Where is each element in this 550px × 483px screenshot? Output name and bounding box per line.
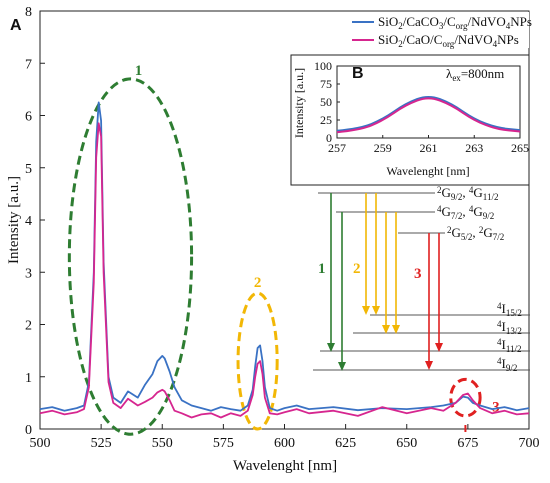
inset-x-tick-label: 265	[511, 141, 529, 155]
level-label-4i15: 4I15/2	[497, 301, 522, 318]
inset-x-axis-label: Wavelenght [nm]	[386, 164, 469, 178]
x-tick-label: 500	[30, 436, 51, 451]
level-label-2g5-2g7: 2G5/2, 2G7/2	[447, 225, 504, 242]
legend: SiO2/CaCO3/Corg/NdVO4NPs SiO2/CaO/Corg/N…	[347, 12, 532, 49]
energy-level-diagram: 2G9/2, 4G11/2 4G7/2, 4G9/2 2G5/2, 2G7/2 …	[313, 185, 530, 373]
inset-y-tick-label: 50	[320, 95, 332, 109]
level-label-4i9: 4I9/2	[497, 356, 517, 373]
region-ellipse-2	[236, 291, 279, 431]
y-axis-label: Intensity [a.u.]	[6, 176, 22, 264]
y-tick-label: 0	[25, 423, 32, 438]
y-tick-label: 2	[25, 319, 32, 334]
x-tick-label: 700	[519, 436, 540, 451]
inset-y-tick-label: 25	[320, 113, 332, 127]
y-tick-label: 3	[25, 266, 32, 281]
level-label-4i11: 4I11/2	[497, 337, 522, 354]
level-label-4i13: 4I13/2	[497, 319, 522, 336]
inset-x-tick-label: 259	[374, 141, 392, 155]
arrowhead-1a	[327, 343, 335, 352]
x-tick-label: 650	[396, 436, 417, 451]
arrowhead-2d	[392, 325, 400, 334]
inset-axis-ticks: 257 259 261 263 265 0 25 50 75 100	[314, 59, 529, 155]
arrowhead-2a	[362, 306, 370, 315]
inset-x-tick-label: 261	[420, 141, 438, 155]
inset-series-line-1	[336, 95, 521, 132]
arrowhead-3a	[425, 361, 433, 370]
inset-y-tick-label: 0	[326, 131, 332, 145]
y-tick-label: 8	[25, 5, 32, 20]
y-tick-label: 6	[25, 110, 32, 125]
legend-label-series-1: SiO2/CaCO3/Corg/NdVO4NPs	[378, 14, 532, 31]
level-label-2g9-4g11: 2G9/2, 4G11/2	[437, 185, 498, 202]
region-label-2: 2	[254, 275, 262, 291]
inset-y-axis-label: Intensity [a.u.]	[292, 68, 306, 138]
series-line-2	[39, 122, 530, 419]
x-tick-label: 625	[335, 436, 356, 451]
legend-label-series-2: SiO2/CaO/Corg/NdVO4NPs	[378, 32, 519, 49]
y-tick-label: 1	[25, 371, 32, 386]
y-tick-label: 4	[25, 214, 32, 229]
inset-x-tick-label: 257	[328, 141, 346, 155]
transition-group-label-2: 2	[353, 261, 361, 277]
x-tick-label: 575	[213, 436, 234, 451]
y-tick-label: 7	[25, 57, 32, 72]
x-tick-label: 550	[152, 436, 173, 451]
main-series-lines	[39, 101, 530, 419]
level-label-4g7-4g9: 4G7/2, 4G9/2	[437, 204, 494, 221]
x-tick-label: 525	[91, 436, 112, 451]
region-ellipse-1	[67, 77, 194, 436]
region-label-1: 1	[135, 63, 143, 79]
arrowhead-1b	[338, 362, 346, 371]
x-tick-label: 675	[457, 436, 478, 451]
arrowhead-2c	[382, 325, 390, 334]
legend-box	[347, 12, 529, 48]
x-tick-label: 600	[274, 436, 295, 451]
y-tick-label: 5	[25, 162, 32, 177]
inset-y-tick-label: 100	[314, 59, 332, 73]
inset-x-tick-label: 263	[465, 141, 483, 155]
inset-panel-letter: B	[352, 65, 364, 82]
inset-excitation-annotation: λex=800nm	[446, 66, 504, 83]
transition-group-label-3: 3	[414, 266, 422, 282]
panel-letter-a: A	[10, 17, 22, 34]
inset-series-line-2	[336, 97, 521, 134]
arrowhead-2b	[372, 306, 380, 315]
region-ellipse-3	[449, 377, 482, 418]
transition-group-label-1: 1	[318, 261, 326, 277]
x-axis-label: Wavelenght [nm]	[233, 458, 337, 474]
inset-panel-b: 257 259 261 263 265 0 25 50 75 100 B λex=800nm Wa…	[290, 54, 530, 186]
inset-series-lines	[336, 95, 521, 134]
arrowhead-3b	[435, 343, 443, 352]
inset-frame	[290, 54, 530, 186]
inset-y-tick-label: 75	[320, 77, 332, 91]
